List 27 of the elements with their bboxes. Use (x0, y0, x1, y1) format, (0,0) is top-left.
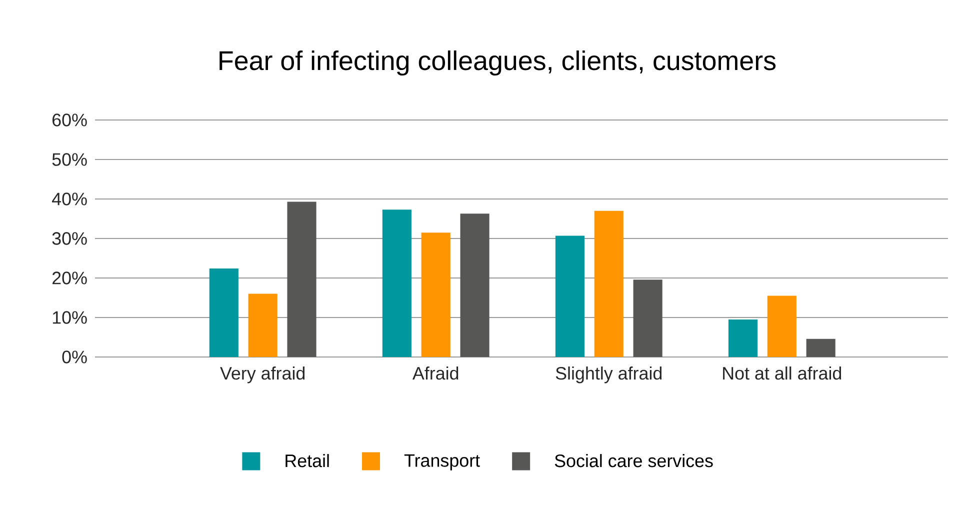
y-tick-label: 50% (52, 153, 87, 166)
bar (209, 268, 238, 357)
legend-label: Retail (286, 454, 329, 468)
bar (806, 338, 836, 357)
y-tick-label: 10% (52, 311, 87, 324)
y-tick-label: 60% (52, 114, 87, 126)
y-tick-label: 40% (52, 192, 87, 206)
y-tick-label: 20% (52, 272, 87, 284)
x-tick-label: Not at all afraid (723, 366, 842, 380)
bar (248, 294, 278, 357)
bar (594, 210, 624, 357)
chart-title: Fear of infecting colleagues, clients, customers (220, 50, 776, 76)
bar (555, 236, 584, 357)
y-tick-label: 30% (52, 232, 87, 245)
legend-label: Social care services (554, 454, 713, 468)
bar (382, 210, 412, 357)
bar (633, 280, 662, 357)
bar (287, 202, 316, 357)
y-tick-label: 0% (62, 350, 87, 364)
bar (767, 296, 796, 357)
bar (728, 319, 758, 357)
x-tick-label: Very afraid (220, 366, 305, 384)
legend-label: Transport (404, 454, 480, 470)
bar (460, 214, 490, 357)
x-tick-label: Afraid (412, 366, 458, 380)
bar (421, 232, 450, 357)
x-tick-label: Slightly afraid (556, 366, 662, 384)
